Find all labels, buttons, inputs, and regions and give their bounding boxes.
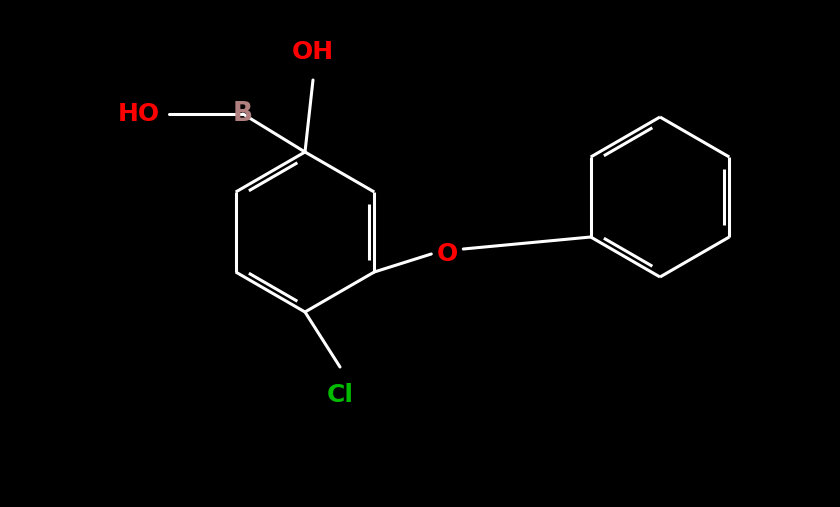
Text: Cl: Cl xyxy=(327,383,354,407)
Text: B: B xyxy=(233,101,253,127)
Text: O: O xyxy=(437,242,458,266)
Text: OH: OH xyxy=(292,40,334,64)
Text: HO: HO xyxy=(118,102,160,126)
